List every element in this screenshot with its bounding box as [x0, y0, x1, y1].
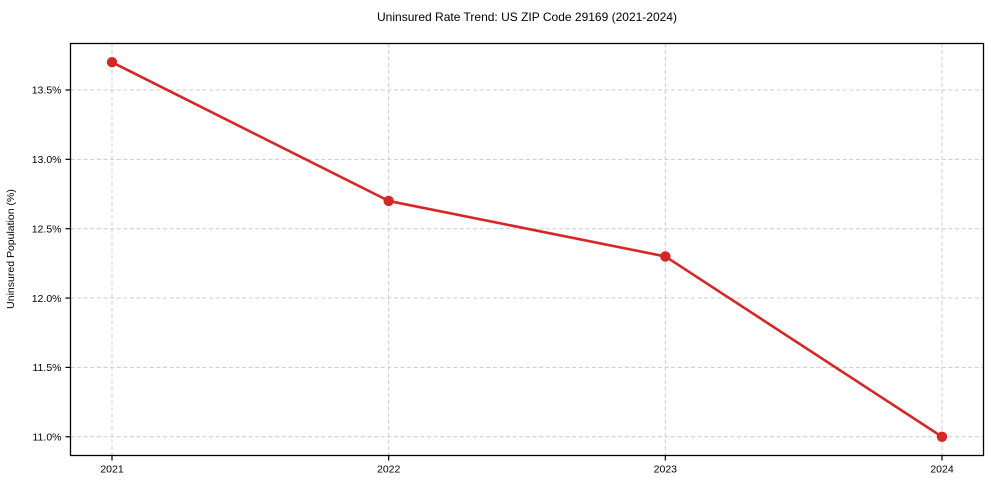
y-tick-label: 12.5%: [32, 223, 62, 235]
y-tick-label: 11.0%: [33, 431, 62, 443]
x-tick-label: 2024: [930, 464, 954, 476]
y-tick-label: 11.5%: [33, 362, 62, 374]
data-point-marker: [106, 57, 118, 68]
y-tick-label: 13.5%: [32, 85, 62, 97]
data-point-marker: [383, 195, 394, 207]
chart-title: Uninsured Rate Trend: US ZIP Code 29169 …: [377, 10, 677, 24]
data-point-marker: [936, 431, 948, 442]
data-point-marker: [660, 251, 671, 262]
plot-border: [69, 42, 985, 457]
y-tick-label: 13.0%: [32, 154, 62, 166]
tick-layer: 2021 2022 2023 2024 11.0% 11.5% 12.0% 12.5% 13.0…: [32, 85, 954, 476]
trend-line: [110, 60, 944, 439]
x-tick-label: 2023: [654, 464, 678, 476]
y-tick-label: 12.0%: [32, 293, 62, 305]
x-tick-label: 2022: [377, 464, 401, 476]
series-layer: [106, 57, 948, 442]
x-tick-label: 2021: [100, 464, 124, 476]
grid-layer: [70, 43, 984, 456]
y-axis-label: Uninsured Population (%): [5, 189, 17, 309]
